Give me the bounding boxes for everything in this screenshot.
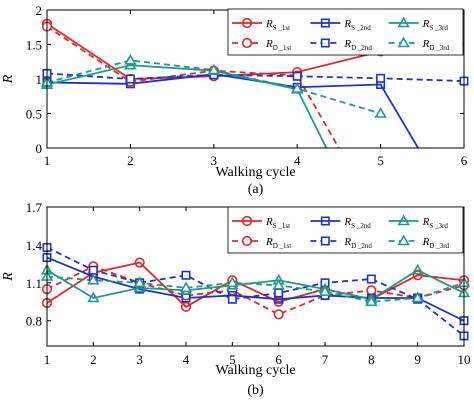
legend-marker-R_S_2nd <box>320 216 330 226</box>
data-point-R_D_2nd <box>125 74 135 84</box>
y-axis-label: R <box>1 74 16 84</box>
legend-marker-R_S_2nd <box>320 18 330 28</box>
legend-marker-R_D_1st <box>241 235 253 247</box>
panel-label: (b) <box>247 383 264 398</box>
legend-label-R_D_3rd: RD _3rd <box>422 236 450 250</box>
y-tick-label: 0.8 <box>26 314 42 329</box>
legend-marker-R_D_3rd <box>397 234 410 246</box>
x-axis-label: Walking cycle <box>215 363 295 378</box>
data-point-R_D_3rd <box>365 295 378 307</box>
data-point-R_S_1st <box>134 257 145 268</box>
legend-marker-R_D_2nd <box>320 38 330 48</box>
series-line-R_S_2nd <box>47 73 419 148</box>
y-axis-label: R <box>1 272 16 282</box>
plot-area <box>47 246 464 337</box>
series-line-R_S_1st <box>47 261 464 308</box>
series-line-R_D_2nd <box>47 246 464 337</box>
y-tick-label: 1 <box>36 72 43 87</box>
data-point-R_D_3rd <box>179 281 193 293</box>
y-tick-label: 0 <box>36 141 43 156</box>
legend: RS _1st RD _1st RS _2nd RD _2nd RS _3rd RD _3… <box>227 206 464 254</box>
data-point-R_D_3rd <box>272 278 285 290</box>
series-line-R_S_2nd <box>47 256 464 322</box>
x-tick-label: 6 <box>461 153 468 168</box>
data-point-R_S_1st <box>180 301 192 312</box>
data-point-R_D_3rd <box>124 53 137 65</box>
data-point-R_D_1st <box>273 309 284 320</box>
legend-marker-R_S_1st <box>241 17 253 29</box>
data-point-R_D_2nd <box>366 274 376 284</box>
y-tick-label: 1.1 <box>26 276 42 291</box>
y-tick-label: 1.7 <box>26 200 43 215</box>
legend-marker-R_S_1st <box>241 215 253 227</box>
data-point-R_D_2nd <box>274 288 284 298</box>
data-point-R_D_3rd <box>411 291 424 303</box>
x-tick-label: 9 <box>414 352 421 367</box>
legend-label-R_D_3rd: RD _3rd <box>422 38 450 52</box>
x-tick-label: 1 <box>44 153 51 168</box>
x-tick-label: 6 <box>275 352 282 367</box>
data-point-R_D_3rd <box>226 276 239 288</box>
x-tick-label: 4 <box>183 352 190 367</box>
legend-label-R_S_1st: RS _1st <box>265 216 290 230</box>
data-point-R_D_2nd <box>227 294 237 304</box>
legend-label-R_D_2nd: RD _2nd <box>343 236 372 250</box>
chart-panel-a: 1 2 3 4 5 6 0 0.5 1 1.5 2 RS _1st RD _1st RS _2nd RD _… <box>1 3 469 197</box>
x-tick-label: 4 <box>294 153 301 168</box>
data-point-R_D_2nd <box>292 71 302 81</box>
data-point-R_S_3rd <box>87 291 100 303</box>
legend-label-R_D_2nd: RD _2nd <box>343 38 372 52</box>
x-tick-label: 1 <box>44 352 51 367</box>
legend-label-R_S_1st: RS _1st <box>265 18 290 32</box>
x-tick-label: 3 <box>211 153 218 168</box>
legend-label-R_S_2nd: RS _2nd <box>343 18 371 32</box>
data-point-R_D_3rd <box>87 273 100 285</box>
series-line-R_S_3rd <box>47 269 464 301</box>
legend-label-R_D_1st: RD _1st <box>265 38 291 52</box>
legend-box <box>227 8 464 56</box>
series-line-R_D_1st <box>47 265 464 316</box>
x-tick-label: 5 <box>377 153 384 168</box>
data-point-R_D_2nd <box>181 270 191 280</box>
y-tick-label: 0.5 <box>26 107 42 122</box>
data-point-R_S_3rd <box>133 281 146 293</box>
data-point-R_D_2nd <box>376 73 386 83</box>
x-tick-label: 8 <box>368 352 375 367</box>
x-tick-label: 2 <box>90 352 97 367</box>
legend-marker-R_S_3rd <box>397 16 410 28</box>
x-tick-label: 3 <box>136 352 143 367</box>
x-tick-label: 5 <box>229 352 236 367</box>
panel-label: (a) <box>248 182 264 197</box>
legend-marker-R_D_1st <box>241 37 253 49</box>
x-tick-label: 7 <box>322 352 329 367</box>
data-point-R_D_2nd <box>88 265 98 275</box>
data-point-R_D_3rd <box>133 276 146 288</box>
legend-marker-R_S_3rd <box>397 214 410 226</box>
x-tick-label: 2 <box>127 153 134 168</box>
legend-label-R_S_3rd: RS _3rd <box>422 18 449 32</box>
x-tick-label: 10 <box>458 352 471 367</box>
legend-box <box>227 206 464 254</box>
x-axis-label: Walking cycle <box>215 165 295 180</box>
data-point-R_S_3rd <box>411 263 424 275</box>
data-point-R_D_3rd <box>207 63 220 75</box>
legend-label-R_S_2nd: RS _2nd <box>343 216 371 230</box>
data-point-R_D_3rd <box>374 107 387 118</box>
legend-label-R_S_3rd: RS _3rd <box>422 216 449 230</box>
legend-marker-R_D_2nd <box>320 236 330 246</box>
legend-label-R_D_1st: RD _1st <box>265 236 291 250</box>
legend: RS _1st RD _1st RS _2nd RD _2nd RS _3rd RD _3… <box>227 8 464 56</box>
y-tick-label: 1.4 <box>26 238 43 253</box>
legend-marker-R_D_3rd <box>397 36 410 48</box>
data-point-R_S_1st <box>412 270 423 281</box>
data-point-R_D_3rd <box>318 285 332 296</box>
y-tick-label: 2 <box>36 3 43 18</box>
data-point-R_D_3rd <box>291 82 304 93</box>
y-tick-label: 1.5 <box>26 38 42 53</box>
